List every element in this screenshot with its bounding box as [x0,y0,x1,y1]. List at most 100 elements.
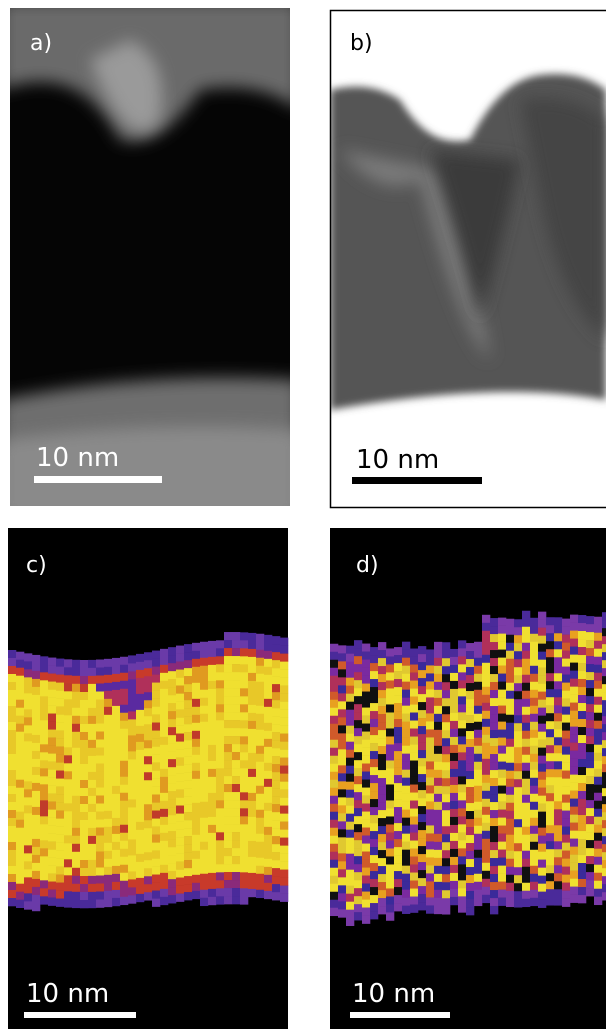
map-pixel [264,747,272,755]
map-pixel [120,881,128,889]
map-pixel [224,768,232,776]
map-pixel [474,890,482,898]
map-pixel [562,899,570,907]
map-pixel [248,737,256,745]
map-pixel [490,658,498,666]
map-pixel [378,714,386,722]
map-pixel [442,842,450,850]
map-pixel [272,676,280,684]
map-pixel [402,746,410,754]
map-pixel [232,648,240,656]
map-pixel [394,719,402,727]
map-pixel [482,895,490,903]
map-pixel [208,793,216,801]
map-pixel [16,844,24,852]
map-pixel [434,906,442,914]
map-pixel [586,752,594,760]
map-pixel [554,617,562,625]
map-pixel [346,694,354,702]
map-pixel [32,663,40,671]
map-pixel [152,779,160,787]
map-pixel [272,796,280,804]
map-pixel [402,834,410,842]
map-pixel [594,785,602,793]
map-pixel [128,775,136,783]
map-pixel [24,829,32,837]
map-pixel [498,826,506,834]
map-pixel [280,878,288,886]
map-pixel [386,656,394,664]
map-pixel [538,780,546,788]
map-pixel [8,746,16,754]
map-pixel [562,723,570,731]
map-pixel [410,849,418,857]
map-pixel [56,723,64,731]
map-pixel [514,867,522,875]
map-pixel [272,660,280,668]
map-pixel [96,708,104,716]
map-pixel [538,900,546,908]
map-pixel [602,852,606,860]
map-pixel [8,714,16,722]
map-pixel [562,763,570,771]
map-pixel [152,875,160,883]
map-pixel [56,667,64,675]
map-pixel [490,714,498,722]
map-pixel [434,690,442,698]
map-pixel [264,891,272,899]
map-pixel [546,889,554,897]
map-pixel [104,691,112,699]
map-pixel [136,822,144,830]
map-pixel [216,664,224,672]
map-pixel [338,653,346,661]
map-pixel [474,786,482,794]
map-pixel [346,710,354,718]
map-pixel [434,794,442,802]
map-pixel [482,791,490,799]
map-pixel [346,678,354,686]
map-pixel [378,650,386,658]
map-pixel [248,873,256,881]
map-pixel [562,827,570,835]
map-pixel [498,810,506,818]
map-pixel [56,859,64,867]
map-pixel [272,708,280,716]
map-pixel [346,846,354,854]
map-pixel [208,881,216,889]
map-pixel [570,647,578,655]
map-pixel [546,769,554,777]
map-pixel [394,727,402,735]
map-pixel [394,735,402,743]
map-pixel [192,747,200,755]
map-pixel [136,806,144,814]
map-pixel [64,779,72,787]
map-pixel [562,803,570,811]
map-pixel [224,840,232,848]
map-pixel [426,665,434,673]
map-pixel [256,666,264,674]
map-pixel [280,646,288,654]
map-pixel [330,644,338,652]
map-pixel [72,748,80,756]
map-pixel [594,633,602,641]
map-pixel [32,807,40,815]
map-pixel [168,663,176,671]
map-pixel [466,699,474,707]
map-pixel [192,643,200,651]
map-pixel [24,877,32,885]
map-pixel [594,737,602,745]
map-pixel [362,748,370,756]
map-pixel [442,690,450,698]
map-pixel [8,890,16,898]
map-pixel [32,671,40,679]
map-pixel [522,851,530,859]
map-pixel [56,659,64,667]
map-pixel [450,753,458,761]
map-pixel [586,808,594,816]
map-pixel [152,667,160,675]
map-pixel [586,656,594,664]
map-pixel [224,688,232,696]
map-pixel [8,882,16,890]
map-pixel [216,752,224,760]
map-pixel [192,851,200,859]
